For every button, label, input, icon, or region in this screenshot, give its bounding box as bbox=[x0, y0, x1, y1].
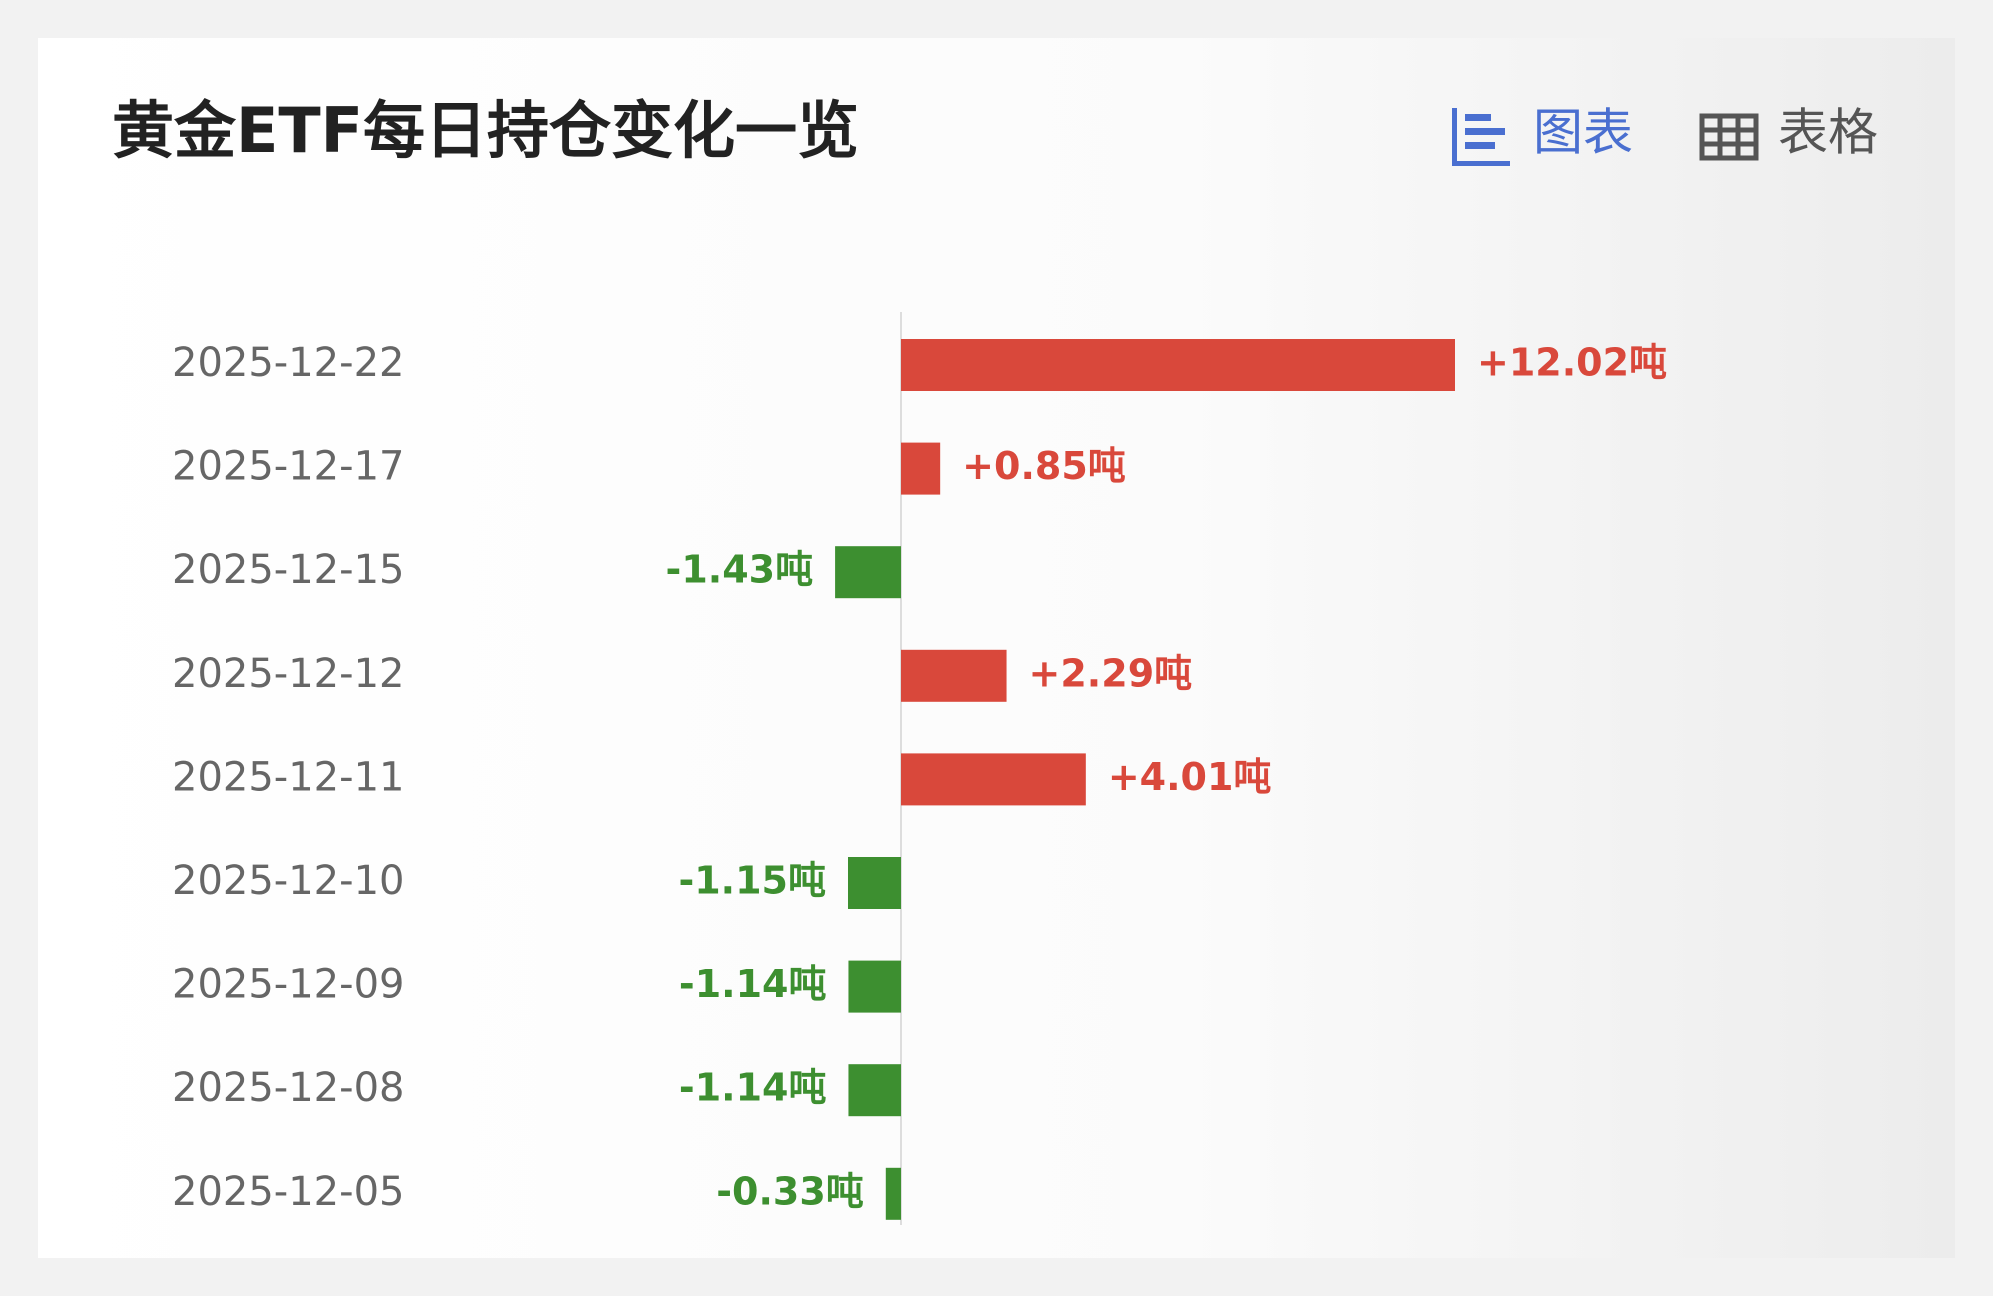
y-tick-label: 2025-12-22 bbox=[172, 340, 404, 386]
y-tick-label: 2025-12-10 bbox=[172, 858, 404, 904]
bar bbox=[901, 649, 1007, 702]
value-label: -1.14吨 bbox=[679, 1066, 827, 1110]
card bbox=[38, 38, 1955, 1258]
y-tick-label: 2025-12-11 bbox=[172, 754, 404, 800]
bar bbox=[885, 1167, 901, 1220]
value-label: -1.15吨 bbox=[678, 859, 826, 903]
bar bbox=[848, 960, 901, 1013]
value-label: -0.33吨 bbox=[716, 1169, 864, 1213]
value-label: +0.85吨 bbox=[962, 444, 1126, 488]
table-tab[interactable]: 表格 bbox=[1778, 104, 1878, 162]
value-label: +4.01吨 bbox=[1108, 755, 1272, 799]
bar bbox=[901, 339, 1455, 391]
value-label: +2.29吨 bbox=[1029, 651, 1193, 695]
value-label: +12.02吨 bbox=[1477, 341, 1667, 385]
bar bbox=[848, 1064, 901, 1117]
chart-tab-icon[interactable] bbox=[1452, 108, 1510, 166]
chart-tab[interactable]: 图表 bbox=[1533, 104, 1633, 162]
bar bbox=[901, 442, 941, 495]
y-tick-label: 2025-12-05 bbox=[172, 1169, 404, 1215]
y-tick-label: 2025-12-08 bbox=[172, 1065, 404, 1111]
value-label: -1.43吨 bbox=[666, 548, 814, 592]
bar bbox=[835, 546, 901, 599]
y-tick-label: 2025-12-09 bbox=[172, 962, 404, 1008]
y-tick-label: 2025-12-17 bbox=[172, 444, 404, 490]
chart-title: 黄金ETF每日持仓变化一览 bbox=[112, 94, 859, 167]
value-label: -1.14吨 bbox=[679, 962, 827, 1006]
y-tick-label: 2025-12-15 bbox=[172, 547, 404, 593]
table-tab-icon[interactable] bbox=[1699, 113, 1759, 161]
bar bbox=[847, 857, 901, 909]
y-tick-label: 2025-12-12 bbox=[172, 651, 404, 697]
bar bbox=[901, 753, 1086, 806]
